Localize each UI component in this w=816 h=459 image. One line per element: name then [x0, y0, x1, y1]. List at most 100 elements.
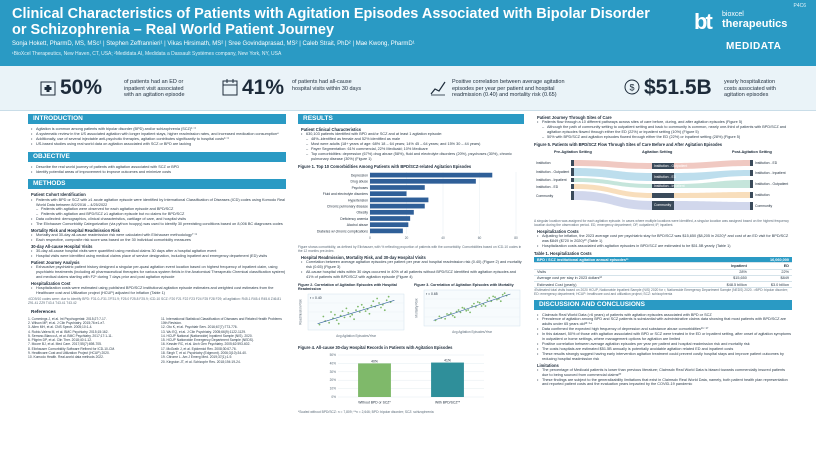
- figure4-caption: *Scaled without BPD/SCZ: n = 7,809; **n …: [298, 409, 434, 414]
- data-point: [494, 296, 496, 298]
- data-point: [343, 316, 346, 319]
- list-item: Each respective, composite risk score wa…: [28, 238, 286, 243]
- stat-30-day-text: of patients had all-cause hospital visits…: [292, 79, 362, 92]
- data-point: [444, 317, 447, 320]
- table-header-cell: 16,060,000: [704, 257, 792, 264]
- data-point: [345, 307, 348, 310]
- category-label: Drug abuse: [350, 179, 368, 183]
- table-row: Estimated Cost (yearly) $48.5 billion $3…: [534, 281, 792, 289]
- x-tick-label: 0: [369, 236, 371, 240]
- data-point: [383, 309, 386, 311]
- list-item: Claimsdx Real World Data (>6 years) of p…: [534, 313, 792, 318]
- data-point: [335, 319, 338, 321]
- bar: [431, 362, 464, 397]
- list-item: A systematic review in the US associated…: [28, 132, 286, 137]
- figure4-title: Figure 4. All-cause 30-day Hospital Reco…: [298, 344, 453, 350]
- introduction-list: Agitation is common among patients with …: [28, 127, 286, 147]
- reference-item: 6. Pilgrim DP, et al. Clin Ther. 2018;40…: [28, 338, 93, 343]
- data-point: [333, 313, 336, 316]
- sankey-node-label: Institution - ED: [654, 175, 677, 179]
- journey-subhead: Patient Journey Through Sites of Care: [537, 115, 612, 120]
- category-label: Alcohol abuse: [347, 223, 368, 227]
- list-item: Correlation between average agitation ep…: [298, 260, 524, 270]
- figure2-chart: r = 0.40 Avg Agitation Episodes/Year Readm…: [299, 293, 405, 338]
- data-point: [473, 302, 475, 305]
- y-tick-label: 20%: [330, 378, 337, 382]
- results-subhead: Hospital Readmission, Mortality Risk, an…: [301, 255, 426, 261]
- results-heading: RESULTS: [298, 114, 524, 124]
- bioxcel-logo-big: therapeutics: [722, 18, 788, 30]
- bar: [370, 190, 407, 196]
- sankey-node-label: Institution: [536, 161, 551, 165]
- category-label: Depression: [351, 173, 368, 177]
- table-cell: $48.5 billion: [704, 281, 750, 289]
- sankey-node-label: Institution - Inpatient: [654, 184, 685, 188]
- list-item: 30-day all-cause hospital visits were qu…: [28, 249, 286, 254]
- reference-item: 12. Oto K, et al. Psychiatr Serv. 2016;6…: [161, 325, 238, 330]
- trend-line: [433, 293, 511, 321]
- table-cell: $15,650: [704, 275, 750, 282]
- table-cell: 22%: [749, 269, 792, 276]
- trend-line: [317, 299, 395, 324]
- bar: [370, 203, 425, 209]
- figure2-title: Figure 2. Correlation of Agitation Episo…: [298, 282, 397, 291]
- data-point: [318, 323, 321, 326]
- methods-subhead: Hospitalization Cost: [31, 281, 71, 287]
- figure4-chart: 0% 10% 20% 30% 40% 50% 40% Without BPD or SCZ* 4…: [330, 353, 484, 404]
- correlation-label: r = 0.65: [426, 292, 438, 296]
- list-item: The costs hospitals are estimated $51.5B…: [534, 347, 792, 352]
- data-point: [467, 308, 470, 311]
- data-point: [488, 296, 491, 299]
- methods-subhead: 30-day All-cause Hospital Visits: [31, 244, 93, 250]
- table-cell: Visits: [534, 269, 705, 276]
- table-row: Visits 28% 22%: [534, 269, 792, 276]
- sankey-node-label: Community: [654, 203, 671, 207]
- bar: [370, 209, 414, 215]
- methods-subhead: Mortality Risk and Hospital Readmission …: [31, 228, 120, 234]
- methods-subhead: Patient Journey Analysis: [31, 260, 80, 266]
- reference-item: 10. Komodo Health. Real-world data metho…: [28, 355, 104, 360]
- objective-heading: OBJECTIVE: [28, 151, 286, 162]
- list-item: Mortality and 30-day all-cause readmissi…: [28, 233, 286, 238]
- hospital-icon: [40, 81, 56, 96]
- correlation-label: r = 0.40: [310, 296, 322, 300]
- methods-footnote: ¹ICD9/10 codes were: due to identify BPD…: [28, 297, 282, 306]
- list-item: In this dataset, 50% of those with agita…: [534, 332, 792, 342]
- sankey-node-label: Institution - Inpatient: [536, 178, 567, 182]
- data-point: [478, 301, 481, 304]
- data-point: [438, 315, 441, 318]
- data-point: [484, 304, 487, 307]
- category-label: Without BPD or SCZ*: [358, 400, 391, 404]
- list-item: Hospitalization costs associated with ag…: [534, 244, 792, 249]
- stat-correlation: Positive correlation between average agi…: [430, 66, 600, 111]
- data-point: [492, 295, 495, 298]
- list-item: The percentage of Medicaid patients is l…: [534, 368, 792, 378]
- list-item: Exhaustive psychiatric patient history d…: [28, 265, 286, 280]
- sankey-node-label: Institution: [755, 193, 770, 197]
- data-label: 40%: [371, 359, 378, 363]
- reference-item: 15. HCUP Nationwide Emergency Department…: [161, 338, 255, 343]
- column-middle: RESULTS Patient Clinical Characteristics…: [298, 114, 524, 414]
- list-item: Describe the real world journey of patie…: [28, 165, 286, 170]
- data-point: [381, 303, 384, 306]
- list-item: All-cause hospital visits within 30 days…: [298, 270, 524, 280]
- stat-ed-inpatient-value: 50%: [60, 76, 103, 99]
- data-point: [499, 300, 502, 302]
- bar: [370, 228, 403, 233]
- data-point: [480, 304, 483, 307]
- x-tick-label: 40: [441, 236, 445, 240]
- data-point: [469, 311, 471, 314]
- data-point: [463, 307, 466, 310]
- list-item: Adjusting for inflation, the 2023 averag…: [534, 234, 792, 244]
- data-point: [372, 300, 375, 302]
- list-item: US-based studies using real world data o…: [28, 142, 286, 147]
- table-header-cell: BPD / SCZ institutional agitation annual…: [534, 257, 705, 264]
- stat-cost-value: $51.5B: [644, 76, 712, 99]
- cost-subhead: Hospitalization Costs: [537, 229, 579, 235]
- bar: [358, 363, 391, 397]
- stat-30-day-value: 41%: [242, 76, 285, 99]
- data-point: [501, 293, 504, 296]
- y-tick-label: 40%: [330, 361, 337, 365]
- data-point: [486, 299, 489, 302]
- bioxcel-logo: bt bioxcel therapeutics: [694, 9, 806, 35]
